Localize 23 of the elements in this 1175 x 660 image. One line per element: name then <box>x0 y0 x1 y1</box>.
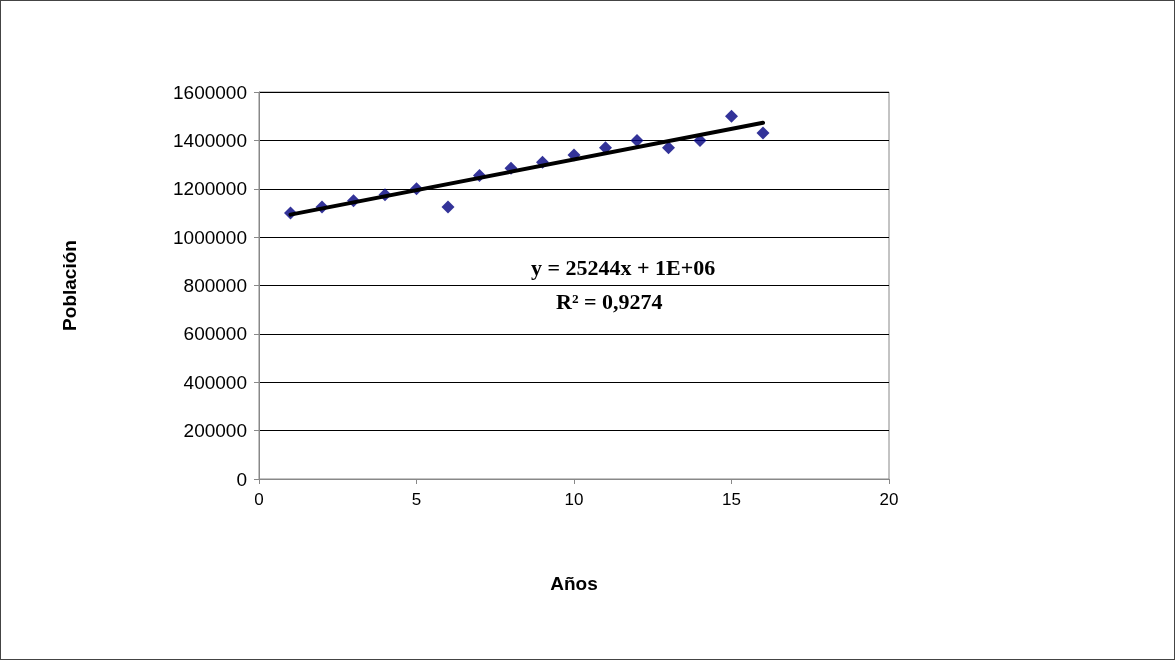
x-tick-label: 20 <box>879 490 899 509</box>
x-axis-title: Años <box>550 573 598 594</box>
annotation: y = 25244x + 1E+06 <box>531 254 716 280</box>
x-tick-label: 5 <box>411 490 422 509</box>
y-tick-label: 800000 <box>183 275 247 296</box>
point <box>630 133 644 147</box>
x-tick-label: 15 <box>722 490 741 509</box>
y-tick-label: 200000 <box>183 420 247 442</box>
y-tick-label: 600000 <box>183 323 247 345</box>
point <box>725 109 738 123</box>
x-tick-label: 0 <box>254 490 264 509</box>
y-tick-label: 1200000 <box>173 178 247 200</box>
annotation: R² = 0,9274 <box>556 288 663 314</box>
y-axis-title: Población <box>59 240 80 331</box>
x-tick-label: 10 <box>564 490 584 509</box>
y-tick-label: 1400000 <box>173 129 247 151</box>
y-tick-label: 1600000 <box>173 81 247 103</box>
point <box>662 141 675 155</box>
point <box>441 200 455 214</box>
point <box>756 126 770 140</box>
y-tick-label: 1000000 <box>173 226 247 248</box>
y-tick-label: 400000 <box>183 371 247 393</box>
y-tick-label: 0 <box>236 468 247 490</box>
